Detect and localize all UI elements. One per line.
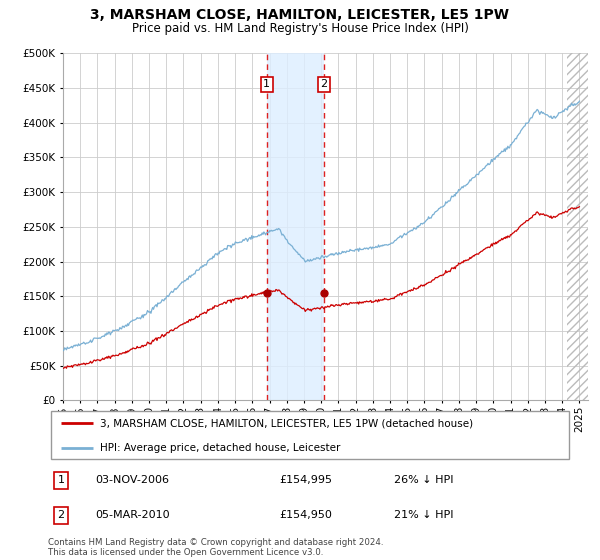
Text: 3, MARSHAM CLOSE, HAMILTON, LEICESTER, LE5 1PW (detached house): 3, MARSHAM CLOSE, HAMILTON, LEICESTER, L… [101,418,473,428]
Text: HPI: Average price, detached house, Leicester: HPI: Average price, detached house, Leic… [101,442,341,452]
Text: £154,995: £154,995 [279,475,332,485]
Text: 2: 2 [58,510,65,520]
Text: £154,950: £154,950 [279,510,332,520]
Text: 21% ↓ HPI: 21% ↓ HPI [395,510,454,520]
Bar [267,53,324,400]
Text: 26% ↓ HPI: 26% ↓ HPI [395,475,454,485]
Text: 2: 2 [320,80,328,90]
Bar [568,53,588,400]
Text: Price paid vs. HM Land Registry's House Price Index (HPI): Price paid vs. HM Land Registry's House … [131,22,469,35]
Text: 3, MARSHAM CLOSE, HAMILTON, LEICESTER, LE5 1PW: 3, MARSHAM CLOSE, HAMILTON, LEICESTER, L… [91,8,509,22]
Text: 1: 1 [58,475,65,485]
Text: Contains HM Land Registry data © Crown copyright and database right 2024.
This d: Contains HM Land Registry data © Crown c… [48,538,383,557]
Text: 05-MAR-2010: 05-MAR-2010 [95,510,170,520]
FancyBboxPatch shape [50,412,569,459]
Text: 1: 1 [263,80,271,90]
Text: 03-NOV-2006: 03-NOV-2006 [95,475,169,485]
